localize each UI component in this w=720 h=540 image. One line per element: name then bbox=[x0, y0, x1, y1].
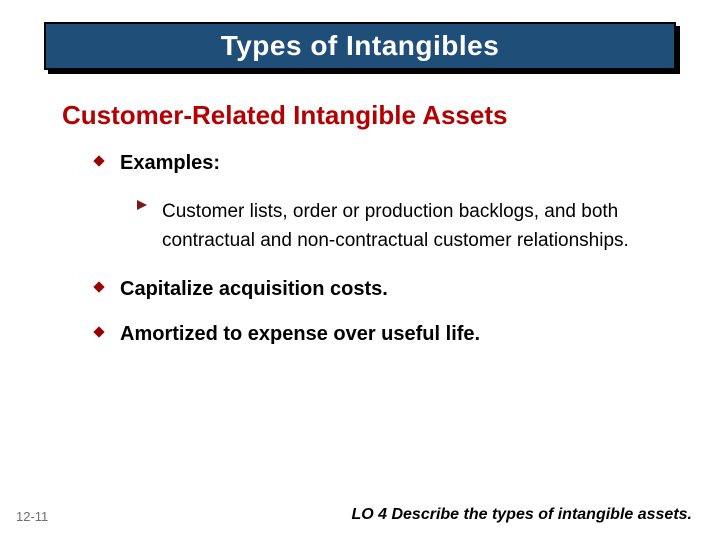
sub-bullet-list: Customer lists, order or production back… bbox=[136, 197, 656, 256]
diamond-bullet-icon bbox=[92, 325, 106, 339]
sub-bullet-item: Customer lists, order or production back… bbox=[136, 197, 656, 256]
page-number: 12-11 bbox=[16, 509, 48, 524]
diamond-bullet-icon bbox=[92, 280, 106, 294]
title-bar-wrapper: Types of Intangibles bbox=[44, 22, 676, 70]
section-title: Customer-Related Intangible Assets bbox=[62, 100, 507, 131]
bullet-item: Amortized to expense over useful life. bbox=[92, 323, 664, 346]
sub-bullet-text: Customer lists, order or production back… bbox=[162, 197, 656, 256]
bullet-item: Examples: bbox=[92, 152, 664, 175]
title-bar: Types of Intangibles bbox=[44, 22, 676, 70]
bullet-list: Examples: Customer lists, order or produ… bbox=[92, 152, 664, 368]
bullet-text: Capitalize acquisition costs. bbox=[120, 278, 664, 301]
bullet-text: Amortized to expense over useful life. bbox=[120, 323, 664, 346]
bullet-text: Examples: bbox=[120, 152, 664, 175]
slide: Types of Intangibles Customer-Related In… bbox=[0, 0, 720, 540]
diamond-bullet-icon bbox=[92, 154, 106, 168]
triangle-bullet-icon bbox=[136, 199, 148, 211]
bullet-item: Capitalize acquisition costs. bbox=[92, 278, 664, 301]
slide-title: Types of Intangibles bbox=[221, 30, 500, 62]
learning-objective: LO 4 Describe the types of intangible as… bbox=[351, 506, 692, 524]
